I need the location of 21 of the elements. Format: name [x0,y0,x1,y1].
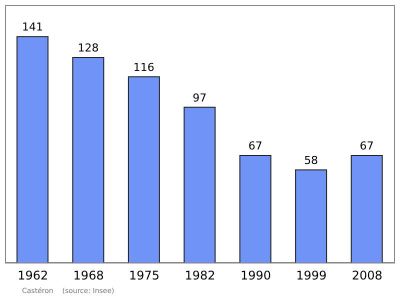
bar [239,154,272,263]
bar [350,154,383,263]
data-label: 58 [304,154,318,167]
bar [128,76,160,263]
x-tick-label: 1999 [296,268,327,283]
bar [72,57,104,263]
bar [16,36,48,263]
bar [184,106,216,263]
data-label: 67 [360,139,374,152]
x-tick-label: 1990 [240,268,271,283]
bar [295,169,328,263]
x-tick-label: 1982 [184,268,216,283]
data-label: 128 [78,42,99,55]
data-label: 97 [192,91,207,104]
data-label: 141 [22,20,43,34]
x-tick-label: 2008 [352,268,382,283]
data-label: 116 [133,60,154,74]
x-tick-label: 1975 [129,268,160,283]
x-tick-label: 1962 [18,268,48,283]
data-label: 67 [248,139,262,152]
x-tick-label: 1968 [73,268,104,283]
